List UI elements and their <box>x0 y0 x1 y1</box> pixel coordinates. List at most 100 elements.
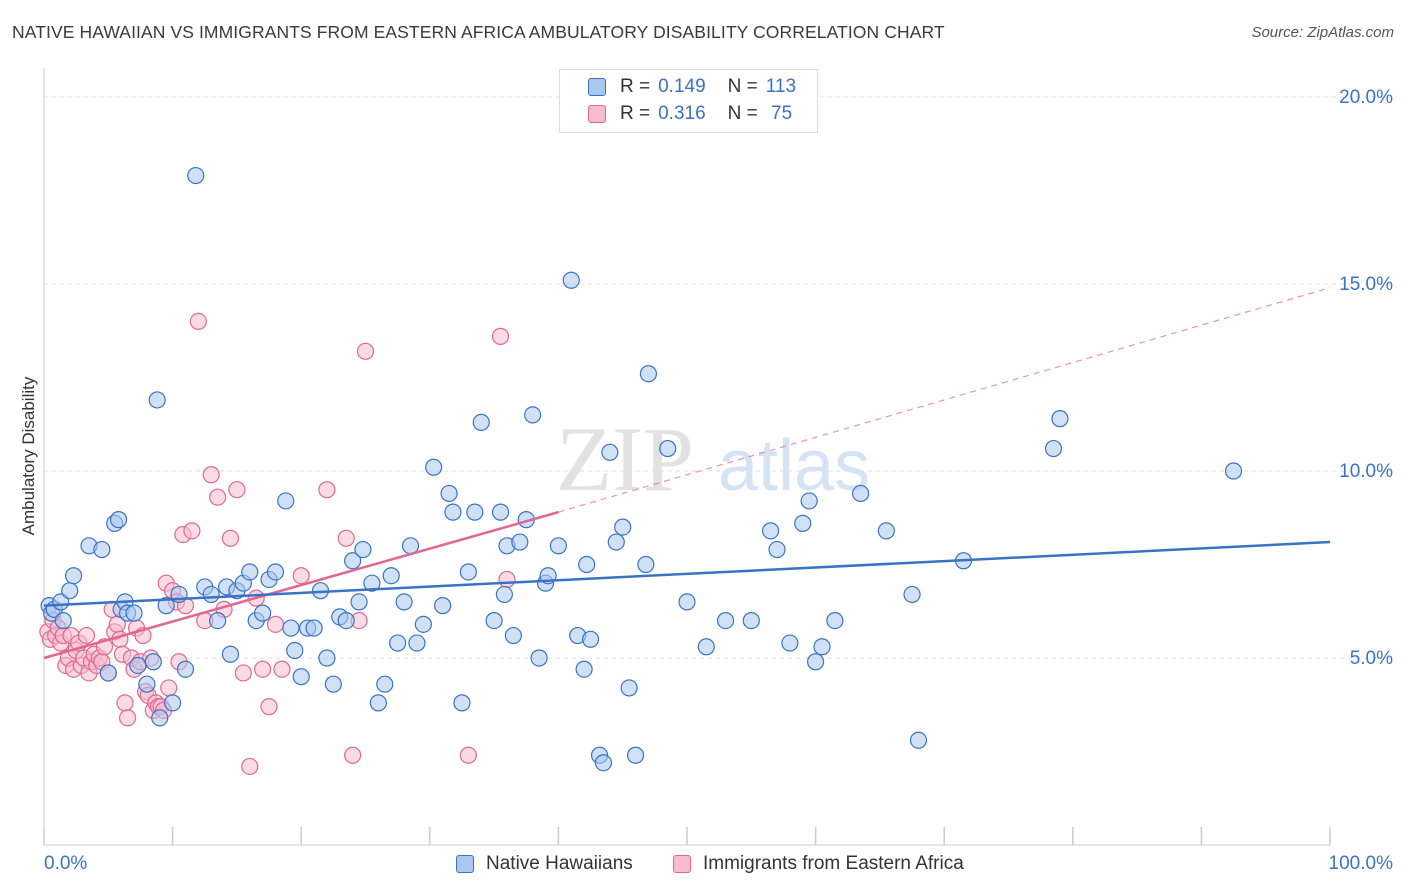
trend-lines <box>43 287 1331 660</box>
native-hawaiians-point-17 <box>138 675 156 693</box>
native-hawaiians-point-48 <box>337 611 355 630</box>
legend-r-value: 0.149 <box>658 76 706 97</box>
eastern-africa-point-62 <box>254 660 272 678</box>
native-hawaiians-point-37 <box>266 563 285 581</box>
series-eastern-africa-points <box>39 312 516 776</box>
native-hawaiians-point-25 <box>187 166 205 185</box>
native-hawaiians-point-107 <box>826 611 844 630</box>
native-hawaiians-point-52 <box>363 574 381 592</box>
native-hawaiians-point-110 <box>903 585 921 604</box>
y-tick-label-1: 10.0% <box>1339 461 1393 482</box>
native-hawaiians-point-59 <box>408 634 426 652</box>
native-hawaiians-point-85 <box>581 630 600 648</box>
native-hawaiians-point-95 <box>659 439 677 458</box>
legend-row-native-hawaiians: R = 0.149 N = 113 <box>588 74 796 100</box>
native-hawaiians-point-39 <box>282 619 300 637</box>
native-hawaiians-point-49 <box>344 552 362 570</box>
eastern-africa-point-63 <box>260 698 278 716</box>
eastern-africa-point-30 <box>118 709 137 727</box>
native-hawaiians-point-38 <box>277 492 295 510</box>
bottom-legend-label: Immigrants from Eastern Africa <box>703 853 964 874</box>
native-hawaiians-point-63 <box>440 484 458 503</box>
native-hawaiians-point-43 <box>305 619 323 637</box>
native-hawaiians-point-74 <box>511 533 529 551</box>
trend-eastern-africa <box>43 510 559 660</box>
native-hawaiians-point-87 <box>594 754 613 772</box>
legend-n-value: 75 <box>765 103 793 124</box>
watermark-atlas: atlas <box>718 426 870 506</box>
native-hawaiians-point-102 <box>781 634 799 652</box>
native-hawaiians-point-46 <box>324 675 342 693</box>
native-hawaiians-point-61 <box>425 458 443 476</box>
native-hawaiians-point-51 <box>354 540 372 559</box>
native-hawaiians-point-73 <box>504 626 522 645</box>
eastern-africa-point-58 <box>228 481 246 499</box>
native-hawaiians-point-66 <box>459 563 477 581</box>
native-hawaiians-point-64 <box>444 503 462 521</box>
native-hawaiians-point-5 <box>61 582 79 600</box>
native-hawaiians-point-71 <box>495 585 513 604</box>
native-hawaiians-point-113 <box>1044 439 1063 458</box>
y-axis-label: Ambulatory Disability <box>19 376 38 535</box>
native-hawaiians-point-9 <box>99 664 117 682</box>
y-tick-label-0: 5.0% <box>1350 648 1393 669</box>
eastern-africa-point-55 <box>209 488 227 506</box>
native-hawaiians-point-19 <box>148 391 166 409</box>
native-hawaiians-point-104 <box>800 492 818 510</box>
eastern-africa-point-60 <box>241 757 259 776</box>
eastern-africa-point-51 <box>183 522 201 540</box>
legend-r-value: 0.316 <box>658 103 706 124</box>
native-hawaiians-point-28 <box>209 611 227 630</box>
eastern-africa-point-15 <box>77 626 96 645</box>
native-hawaiians-point-80 <box>549 537 568 555</box>
zipatlas-watermark: ZIP atlas <box>556 408 870 510</box>
native-hawaiians-point-101 <box>768 540 786 559</box>
grid-lines <box>44 96 1392 659</box>
native-hawaiians-point-105 <box>806 653 825 671</box>
native-hawaiians-point-90 <box>614 518 632 536</box>
eastern-africa-point-72 <box>459 746 477 764</box>
eastern-africa-point-69 <box>344 746 362 764</box>
native-hawaiians-point-89 <box>607 533 625 551</box>
bottom-legend-eastern-africa: Immigrants from Eastern Africa <box>673 851 964 877</box>
native-hawaiians-point-55 <box>382 567 400 585</box>
native-hawaiians-point-27 <box>202 585 220 604</box>
native-hawaiians-point-77 <box>530 649 548 667</box>
native-hawaiians-point-94 <box>639 365 658 383</box>
eastern-africa-point-67 <box>318 481 336 499</box>
axes <box>43 68 1331 846</box>
legend: R = 0.149 N = 113 R = 0.316 N = 75 <box>559 69 818 133</box>
native-hawaiians-point-33 <box>241 563 259 581</box>
eastern-africa-point-29 <box>116 694 134 712</box>
native-hawaiians-point-6 <box>64 567 83 585</box>
x-tick-label-0: 0.0% <box>44 853 87 874</box>
native-hawaiians-point-60 <box>414 615 432 633</box>
native-hawaiians-point-103 <box>794 514 812 532</box>
eastern-africa-point-52 <box>189 312 207 330</box>
native-hawaiians-point-92 <box>626 746 645 764</box>
chart-title: NATIVE HAWAIIAN VS IMMIGRANTS FROM EASTE… <box>12 22 945 42</box>
native-hawaiians-point-67 <box>466 503 484 521</box>
eastern-africa-point-65 <box>273 660 291 678</box>
legend-n-label: N = <box>727 76 758 97</box>
eastern-africa-point-45 <box>160 679 178 697</box>
legend-row-eastern-africa: R = 0.316 N = 75 <box>588 101 792 127</box>
native-hawaiians-point-21 <box>157 597 175 615</box>
native-hawaiians-point-16 <box>129 656 147 675</box>
native-hawaiians-point-81 <box>562 271 580 289</box>
native-hawaiians-point-40 <box>286 641 304 660</box>
native-hawaiians-point-56 <box>389 634 407 652</box>
native-hawaiians-point-108 <box>852 484 870 503</box>
native-hawaiians-point-57 <box>395 593 413 611</box>
native-hawaiians-point-41 <box>292 668 310 686</box>
eastern-africa-point-54 <box>202 466 220 484</box>
y-tick-label-2: 15.0% <box>1339 274 1393 295</box>
legend-r-label: R = <box>620 103 651 124</box>
native-hawaiians-point-109 <box>877 522 895 540</box>
eastern-africa-point-71 <box>356 342 375 360</box>
native-hawaiians-point-114 <box>1051 410 1069 428</box>
legend-swatch-blue <box>588 78 606 96</box>
native-hawaiians-point-99 <box>742 611 760 630</box>
source-label: Source: ZipAtlas.com <box>1251 24 1394 41</box>
